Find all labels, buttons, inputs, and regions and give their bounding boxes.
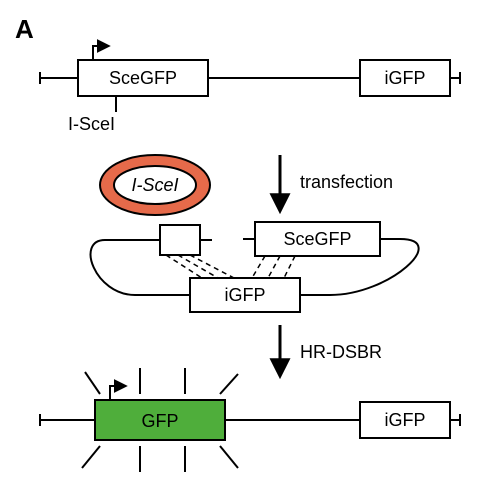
- homology-dash: [268, 256, 280, 278]
- fluorescence-ray: [85, 372, 100, 394]
- scegfp-label-mid: SceGFP: [283, 229, 351, 249]
- fluorescence-ray: [220, 374, 238, 394]
- fluorescence-ray: [220, 446, 238, 468]
- homology-dash: [252, 256, 265, 278]
- igfp-label-top: iGFP: [384, 68, 425, 88]
- homology-dash: [284, 256, 295, 278]
- scegfp-label: SceGFP: [109, 68, 177, 88]
- fluorescence-ray: [82, 446, 100, 468]
- igfp-label-mid: iGFP: [224, 285, 265, 305]
- promoter-arrow-bottom: [110, 386, 125, 400]
- gfp-label: GFP: [141, 411, 178, 431]
- igfp-label-bottom: iGFP: [384, 410, 425, 430]
- panel-label: A: [15, 14, 34, 44]
- promoter-arrow: [93, 46, 108, 60]
- broken-fragment: [160, 225, 200, 255]
- hrdsbr-label: HR-DSBR: [300, 342, 382, 362]
- plasmid-label: I-SceI: [131, 175, 178, 195]
- iscei-site-label: I-SceI: [68, 114, 115, 134]
- transfection-label: transfection: [300, 172, 393, 192]
